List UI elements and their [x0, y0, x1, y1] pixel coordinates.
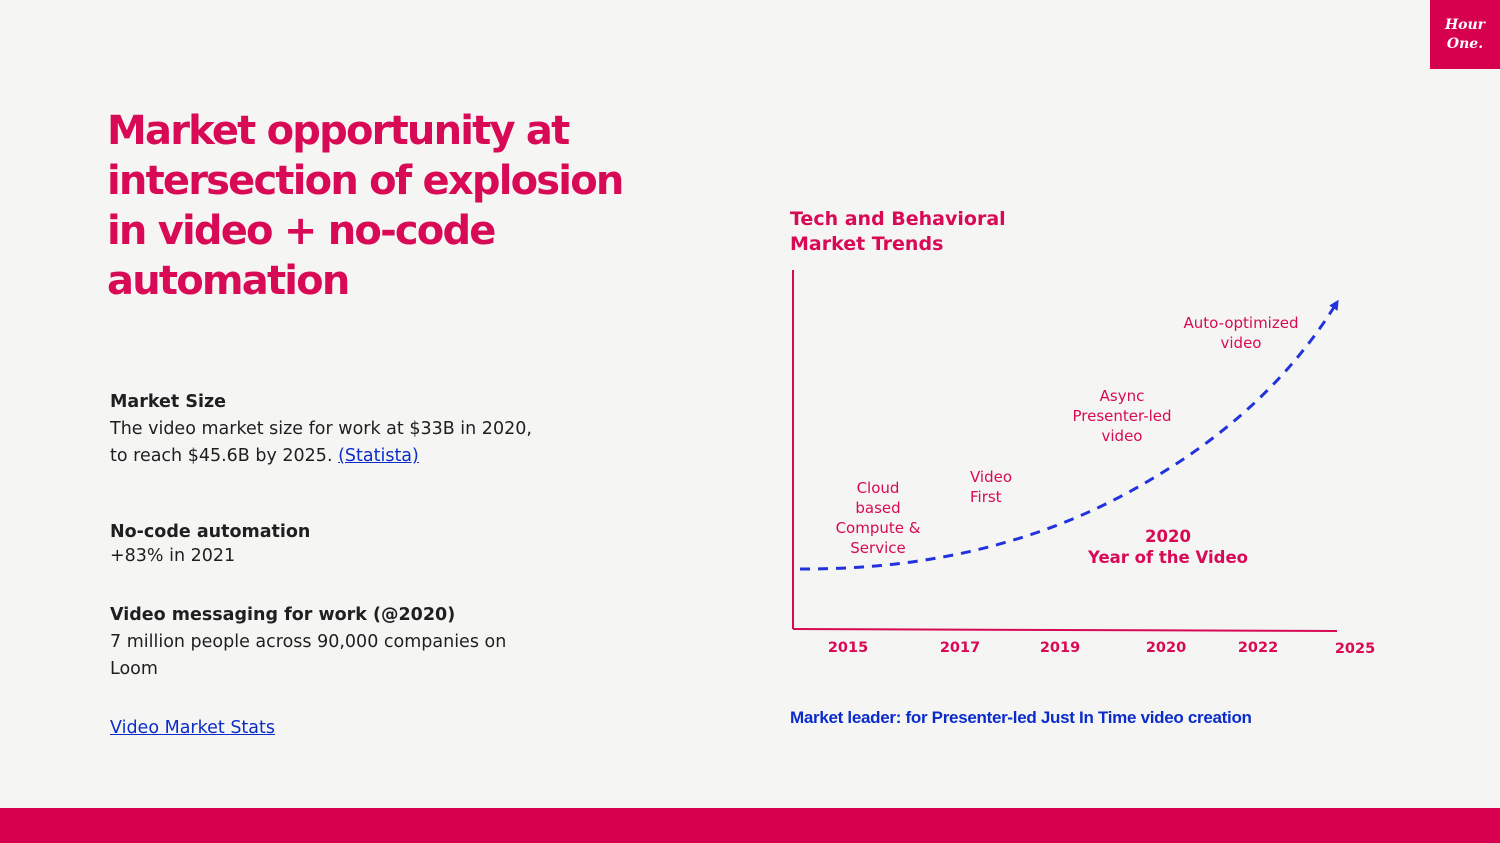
market-size-text-2-body: to reach $45.6B by 2025. — [110, 446, 339, 466]
milestone-text: Service — [850, 539, 906, 557]
no-code-text: +83% in 2021 — [110, 546, 236, 566]
year-of-video-highlight: 2020 Year of the Video — [1088, 526, 1248, 568]
milestone-text: video — [1220, 334, 1262, 352]
market-size-text-1: The video market size for work at $33B i… — [110, 419, 532, 439]
market-leader-caption: Market leader: for Presenter-led Just In… — [790, 708, 1252, 727]
hour-one-logo: Hour One. — [1430, 0, 1500, 69]
milestone-video-first: Video First — [970, 467, 1012, 507]
video-messaging-text: 7 million people across 90,000 companies… — [110, 632, 507, 679]
statista-link[interactable]: (Statista) — [338, 446, 419, 466]
milestone-text: Compute & — [835, 519, 921, 537]
milestone-text: Auto-optimized — [1183, 314, 1299, 332]
trend-curve — [799, 299, 1339, 571]
milestone-text: First — [970, 488, 1002, 506]
milestone-async: Async Presenter-led video — [1072, 386, 1171, 446]
x-tick-label: 2017 — [939, 640, 981, 656]
chart-title: Tech and Behavioral Market Trends — [790, 208, 1006, 255]
x-tick-label: 2019 — [1039, 640, 1081, 656]
milestone-text: video — [1101, 427, 1143, 445]
x-axis — [792, 628, 1338, 632]
milestone-text: based — [855, 499, 901, 517]
video-market-stats-link[interactable]: Video Market Stats — [110, 718, 275, 738]
x-tick-label: 2025 — [1334, 641, 1376, 657]
highlight-text: Year of the Video — [1088, 548, 1248, 567]
milestone-text: Presenter-led — [1072, 407, 1172, 425]
logo-line-2: One. — [1446, 35, 1484, 52]
market-size-heading: Market Size — [110, 392, 227, 412]
milestone-text: Video — [970, 468, 1013, 486]
x-tick-label: 2015 — [827, 640, 869, 656]
no-code-block: No-code automation +83% in 2021 — [110, 520, 540, 568]
market-size-text-2: to reach $45.6B by 2025. (Statista) — [110, 443, 540, 470]
milestone-text: Cloud — [856, 479, 900, 497]
x-tick-label: 2020 — [1145, 640, 1187, 656]
x-tick-label: 2022 — [1237, 640, 1279, 656]
page-title: Market opportunity at intersection of ex… — [107, 108, 624, 304]
milestone-cloud: Cloud based Compute & Service — [836, 478, 921, 558]
bottom-accent-bar — [0, 808, 1500, 843]
milestone-text: Async — [1099, 387, 1145, 405]
highlight-year: 2020 — [1145, 527, 1191, 546]
logo-line-1: Hour — [1444, 16, 1486, 33]
milestone-auto-optimized: Auto-optimized video — [1184, 313, 1299, 353]
video-messaging-heading: Video messaging for work (@2020) — [110, 605, 456, 625]
video-messaging-block: Video messaging for work (@2020) 7 milli… — [110, 602, 540, 683]
market-size-block: Market Size The video market size for wo… — [110, 389, 540, 470]
no-code-heading: No-code automation — [110, 522, 311, 542]
